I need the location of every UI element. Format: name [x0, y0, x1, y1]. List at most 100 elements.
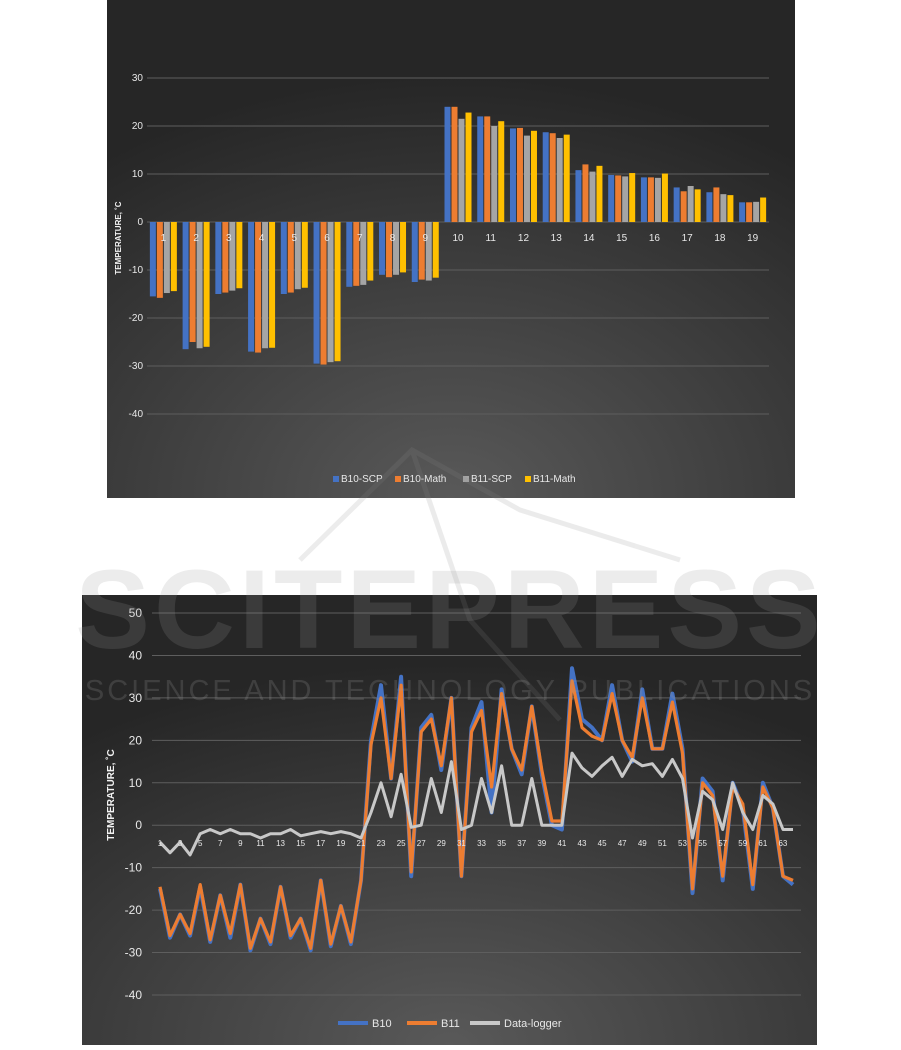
bar-b11-scp-13	[556, 138, 563, 222]
line-chart-y-tick-label: -20	[125, 903, 143, 917]
bar-b11-scp-15	[622, 176, 629, 222]
bar-chart-legend-label: B10-Math	[403, 474, 446, 485]
line-chart-x-tick-label: 11	[256, 839, 265, 848]
bar-b10-math-13	[549, 133, 556, 222]
bar-chart-legend-label: B11-SCP	[471, 474, 512, 485]
bar-b11-math-14	[596, 165, 603, 222]
bar-b11-scp-1	[163, 222, 170, 294]
bar-chart-y-tick-label: 10	[132, 169, 144, 180]
bar-b11-math-11	[498, 121, 505, 222]
bar-chart-y-tick-label: -40	[129, 409, 144, 420]
line-chart-y-tick-label: 50	[129, 606, 143, 620]
bar-b10-math-17	[680, 191, 687, 222]
line-chart-x-tick-label: 1	[158, 839, 163, 848]
line-chart-x-tick-label: 15	[296, 839, 305, 848]
bar-b11-scp-2	[196, 222, 203, 349]
bar-chart-y-tick-label: 20	[132, 121, 144, 132]
line-chart-y-tick-label: 40	[129, 648, 143, 662]
line-chart-background	[82, 595, 817, 1045]
bar-b10-scp-1	[149, 222, 156, 297]
bar-b11-scp-17	[687, 186, 694, 222]
line-series-b11	[158, 679, 794, 950]
bar-b10-math-19	[746, 202, 753, 222]
bar-b10-scp-15	[608, 174, 615, 222]
bar-b10-math-11	[484, 116, 491, 222]
bar-chart-background	[107, 0, 795, 498]
bar-chart-legend: B10-SCP B10-Math B11-SCP B11-Math	[333, 474, 576, 485]
line-chart-x-tick-label: 23	[377, 839, 386, 848]
bar-chart-legend-swatch	[463, 476, 469, 482]
bar-b11-scp-16	[654, 177, 661, 222]
line-chart-x-tick-label: 13	[276, 839, 285, 848]
line-chart-x-tick-label: 53	[678, 839, 687, 848]
bar-b11-math-15	[629, 173, 636, 222]
bar-b10-scp-8	[379, 222, 386, 275]
bar-b10-scp-9	[411, 222, 418, 282]
bar-b10-scp-17	[673, 187, 680, 222]
line-chart-x-tick-label: 43	[578, 839, 587, 848]
bar-b11-scp-18	[720, 194, 727, 222]
line-chart-x-tick-label: 49	[638, 839, 647, 848]
line-chart-x-tick-label: 31	[457, 839, 466, 848]
bar-b10-math-15	[615, 175, 622, 222]
line-chart-x-tick-label: 33	[477, 839, 486, 848]
bar-b11-scp-14	[589, 171, 596, 222]
line-chart-x-tick-label: 55	[698, 839, 707, 848]
bar-b11-scp-10	[458, 118, 465, 222]
bar-chart-x-tick-label: 15	[616, 233, 628, 244]
bar-b11-math-3	[236, 222, 243, 289]
bar-chart-legend-swatch	[395, 476, 401, 482]
bar-b11-math-13	[563, 134, 570, 222]
bar-b10-scp-7	[346, 222, 353, 287]
line-chart-x-tick-label: 51	[658, 839, 667, 848]
line-chart-panel: 1 3 5 7 9 11 13 15 17 19 21 23 25 27 29 31 33 35 37 39 41 43 4…	[82, 595, 817, 1045]
line-chart-y-tick-label: 30	[129, 691, 143, 705]
bar-b10-math-1	[156, 222, 163, 298]
bar-b10-scp-3	[215, 222, 222, 294]
bar-b11-scp-9	[425, 222, 432, 281]
bar-b10-math-8	[386, 222, 393, 278]
bar-b10-math-16	[647, 177, 654, 222]
bar-b11-math-18	[727, 195, 734, 222]
bar-b11-math-7	[367, 222, 374, 281]
line-chart-x-tick-label: 29	[437, 839, 446, 848]
line-chart-x-tick-label: 63	[778, 839, 787, 848]
line-chart-legend: B10 B11 Data-logger	[338, 1018, 562, 1030]
bar-b11-scp-6	[327, 222, 334, 363]
bar-b11-scp-4	[262, 222, 269, 349]
bar-b10-math-6	[320, 222, 327, 365]
line-chart-y-tick-label: -10	[125, 861, 143, 875]
bar-b10-math-3	[222, 222, 229, 293]
bar-chart-y-tick-label: -20	[129, 313, 144, 324]
bar-b10-scp-16	[640, 177, 647, 222]
bar-b10-scp-10	[444, 106, 451, 222]
line-series-data-logger	[158, 751, 793, 857]
bar-b11-math-16	[661, 173, 668, 222]
line-chart-y-tick-label: 20	[129, 733, 143, 747]
bar-b10-scp-5	[280, 222, 287, 294]
bar-chart-x-tick-label: 8	[390, 233, 396, 244]
bar-b10-math-12	[516, 127, 523, 222]
line-chart-x-tick-label: 35	[497, 839, 506, 848]
line-chart-x-tick-label: 47	[618, 839, 627, 848]
bar-chart-x-tick-label: 13	[551, 233, 563, 244]
line-chart-x-tick-label: 7	[218, 839, 223, 848]
bar-chart-x-tick-label: 11	[486, 233, 497, 244]
bar-b11-math-12	[530, 130, 537, 222]
bar-chart-y-tick-label: 0	[137, 217, 143, 228]
bar-b10-math-10	[451, 106, 458, 222]
bar-b10-math-9	[418, 222, 425, 280]
line-chart-y-axis-label: TEMPERATURE, ˚C	[105, 749, 117, 840]
bar-b11-scp-3	[229, 222, 236, 291]
bar-chart-x-tick-label: 5	[292, 233, 298, 244]
bar-b11-math-9	[432, 222, 439, 278]
line-chart-x-tick-label: 19	[336, 839, 345, 848]
bar-chart-x-tick-label: 18	[714, 233, 726, 244]
line-chart-y-tick-label: 0	[135, 818, 142, 832]
bar-chart-x-tick-label: 1	[161, 233, 167, 244]
bar-b11-math-19	[760, 197, 767, 222]
bar-chart-x-tick-label: 19	[747, 233, 759, 244]
bar-chart-legend-swatch	[333, 476, 339, 482]
bar-chart-y-tick-label: -30	[129, 361, 144, 372]
bar-b11-math-8	[400, 222, 407, 273]
